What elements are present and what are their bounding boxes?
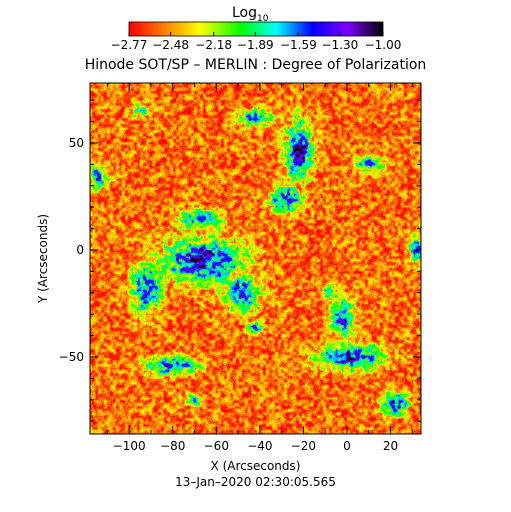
colorbar-tick-label: −2.18: [195, 38, 232, 52]
colorbar: [128, 21, 384, 37]
x-tick-label: −100: [113, 439, 146, 453]
colorbar-title: Log10: [232, 5, 269, 24]
x-tick-label: −80: [160, 439, 185, 453]
y-tick-label: −50: [59, 350, 84, 364]
colorbar-ticks: −2.77 −2.48 −2.18 −1.89 −1.59 −1.30 −1.00: [111, 32, 402, 52]
colorbar-tick-label: −1.89: [237, 38, 274, 52]
heatmap-image: [90, 83, 421, 434]
colorbar-tick-label: −2.77: [111, 38, 148, 52]
y-axis-ticks: 50 0 −50: [59, 99, 421, 422]
colorbar-tick-label: −1.00: [365, 38, 402, 52]
chart-title: Hinode SOT/SP – MERLIN : Degree of Polar…: [85, 57, 427, 73]
x-tick-label: −20: [291, 439, 316, 453]
timestamp: 13–Jan–2020 02:30:05.565: [175, 475, 336, 489]
y-tick-label: 0: [76, 243, 84, 257]
x-tick-label: 20: [383, 439, 398, 453]
x-tick-label: −40: [247, 439, 272, 453]
colorbar-tick-label: −1.30: [322, 38, 359, 52]
x-axis-label: X (Arcseconds): [211, 459, 301, 473]
plot-frame: [89, 82, 422, 435]
colorbar-tick-label: −2.48: [152, 38, 189, 52]
x-tick-label: 0: [343, 439, 351, 453]
x-axis-ticks: −100 −80 −60 −40 −20 0 20: [106, 83, 413, 453]
y-axis-label: Y (Arcseconds): [36, 214, 50, 304]
colorbar-tick-label: −1.59: [280, 38, 317, 52]
y-tick-label: 50: [69, 136, 84, 150]
x-tick-label: −60: [204, 439, 229, 453]
